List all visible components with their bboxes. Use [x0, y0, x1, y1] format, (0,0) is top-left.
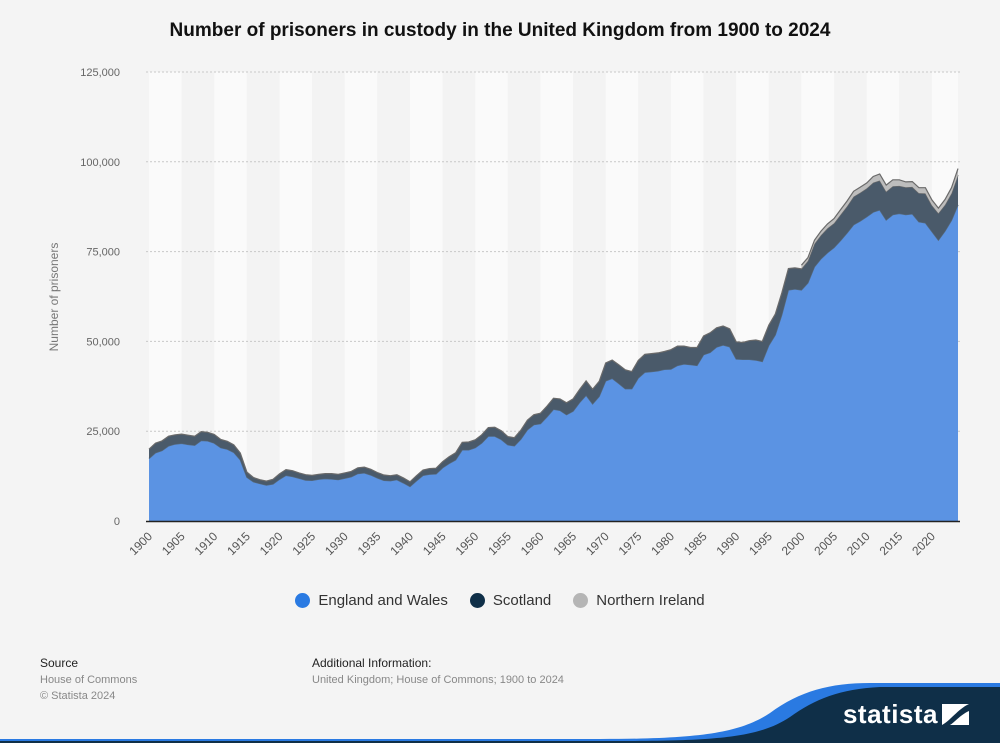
x-tick-label: 1920 [257, 529, 286, 558]
x-tick-label: 1985 [681, 529, 710, 558]
area-scotland [149, 175, 958, 487]
chart-title: Number of prisoners in custody in the Un… [169, 20, 831, 41]
x-tick-label: 1980 [648, 529, 677, 558]
x-tick-label: 1940 [387, 529, 416, 558]
background-band [409, 72, 443, 521]
x-tick-label: 2015 [877, 529, 906, 558]
y-axis-label: Number of prisoners [47, 243, 61, 352]
legend-item-scotland[interactable]: Scotland [469, 592, 552, 609]
x-tick-label: 1975 [616, 529, 645, 558]
x-tick-label: 1935 [355, 529, 384, 558]
copyright-text: © Statista 2024 [40, 690, 116, 702]
x-tick-label: 1910 [192, 529, 221, 558]
y-tick-label: 0 [114, 516, 120, 528]
background-band [377, 72, 410, 521]
x-tick-label: 1945 [420, 529, 449, 558]
x-tick-label: 1900 [126, 529, 155, 558]
legend-label: England and Wales [318, 592, 448, 609]
line-scotland [148, 174, 959, 483]
x-tick-label: 1930 [322, 529, 351, 558]
legend-dot-icon [469, 593, 485, 608]
additional-info-text: United Kingdom; House of Commons; 1900 t… [312, 674, 564, 686]
x-tick-label: 2000 [779, 529, 808, 558]
legend: England and Wales Scotland Northern Irel… [0, 592, 1000, 609]
legend-item-northern-ireland[interactable]: Northern Ireland [573, 592, 705, 609]
source-text[interactable]: House of Commons [40, 674, 138, 686]
y-tick-label: 125,000 [80, 67, 120, 79]
background-band [246, 72, 280, 521]
legend-item-england-wales[interactable]: England and Wales [295, 592, 448, 609]
y-tick-label: 75,000 [86, 247, 120, 259]
area-series [148, 168, 959, 521]
x-tick-label: 1995 [746, 529, 775, 558]
line-northern-ireland [800, 168, 959, 266]
x-tick-label: 1915 [224, 529, 253, 558]
background-band [312, 72, 345, 521]
x-tick-label: 1950 [453, 529, 482, 558]
x-tick-label: 1965 [550, 529, 579, 558]
x-tick-labels: 1900 1905 1910 1915 1920 1925 1930 1935 1940 1945… [126, 529, 938, 558]
x-tick-label: 2010 [844, 529, 873, 558]
x-tick-label: 2005 [811, 529, 840, 558]
legend-label: Scotland [492, 592, 552, 609]
background-band [344, 72, 378, 521]
background-band [279, 72, 313, 521]
legend-label: Northern Ireland [596, 592, 705, 609]
x-tick-label: 2020 [909, 529, 938, 558]
x-tick-label: 1960 [518, 529, 547, 558]
y-tick-label: 100,000 [80, 157, 120, 169]
area-england-and-wales [149, 204, 958, 521]
x-tick-label: 1925 [289, 529, 318, 558]
additional-info-heading[interactable]: Additional Information: [312, 656, 432, 670]
legend-dot-icon [295, 593, 311, 608]
x-tick-label: 1955 [485, 529, 514, 558]
statista-logo[interactable]: statista [842, 699, 938, 729]
legend-dot-icon [573, 593, 589, 608]
source-heading: Source [40, 656, 79, 670]
y-tick-label: 25,000 [86, 426, 120, 438]
x-tick-label: 1970 [583, 529, 612, 558]
statista-logo-icon [942, 704, 969, 725]
statista-brand-banner [0, 683, 1000, 743]
x-tick-label: 1905 [159, 529, 188, 558]
x-tick-label: 1990 [714, 529, 743, 558]
y-tick-label: 50,000 [86, 336, 120, 348]
y-tick-labels: 0 25,000 50,000 75,000 100,000 125,000 [80, 67, 120, 528]
